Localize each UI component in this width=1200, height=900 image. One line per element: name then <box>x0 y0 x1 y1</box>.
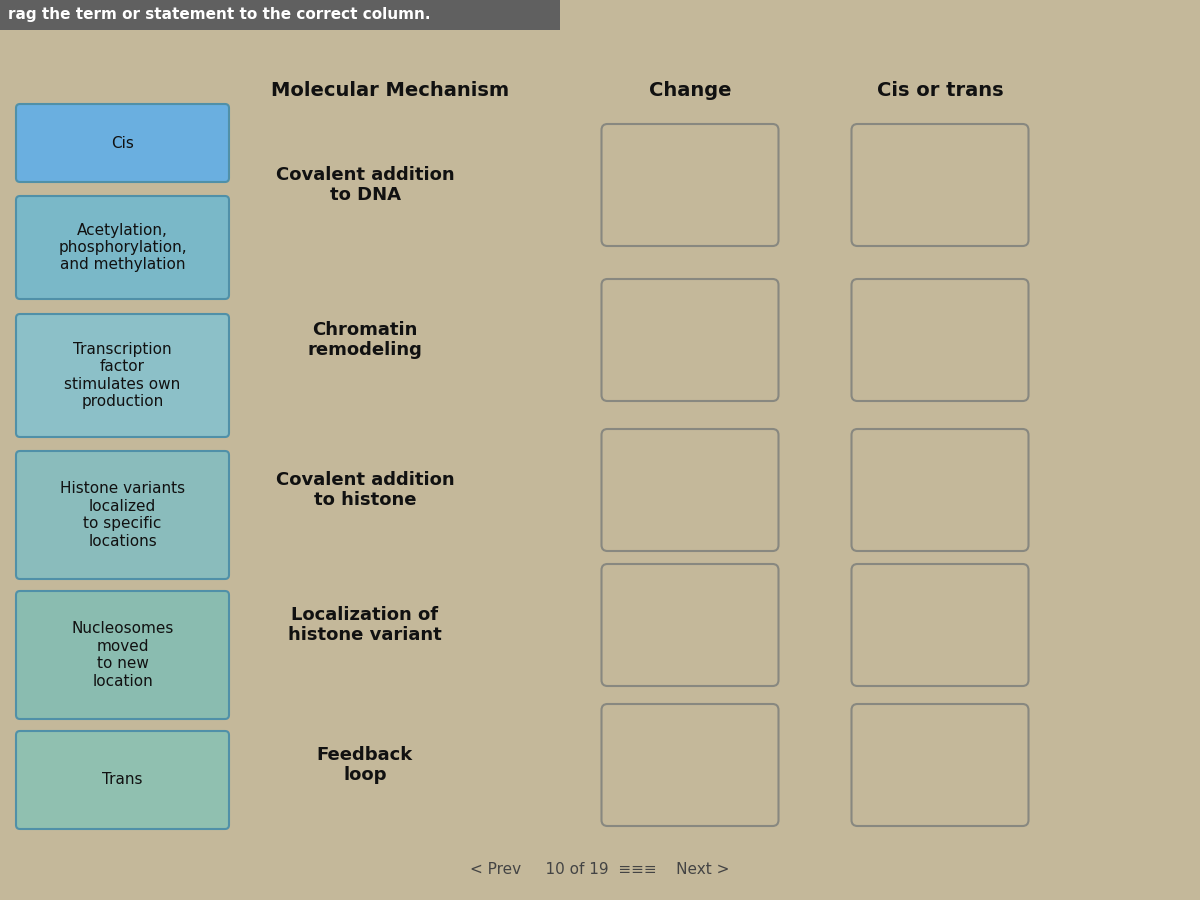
FancyBboxPatch shape <box>601 704 779 826</box>
FancyBboxPatch shape <box>16 451 229 579</box>
FancyBboxPatch shape <box>852 124 1028 246</box>
Text: Transcription
factor
stimulates own
production: Transcription factor stimulates own prod… <box>65 342 181 410</box>
FancyBboxPatch shape <box>601 124 779 246</box>
Text: Trans: Trans <box>102 772 143 788</box>
FancyBboxPatch shape <box>601 429 779 551</box>
Text: Chromatin
remodeling: Chromatin remodeling <box>307 320 422 359</box>
FancyBboxPatch shape <box>16 104 229 182</box>
Text: Acetylation,
phosphorylation,
and methylation: Acetylation, phosphorylation, and methyl… <box>58 222 187 273</box>
FancyBboxPatch shape <box>0 0 560 30</box>
Text: rag the term or statement to the correct column.: rag the term or statement to the correct… <box>8 7 431 22</box>
Text: Feedback
loop: Feedback loop <box>317 745 413 785</box>
FancyBboxPatch shape <box>601 564 779 686</box>
Text: Change: Change <box>649 80 731 100</box>
FancyBboxPatch shape <box>16 196 229 299</box>
FancyBboxPatch shape <box>852 564 1028 686</box>
Text: < Prev     10 of 19  ≡≡≡    Next >: < Prev 10 of 19 ≡≡≡ Next > <box>470 862 730 878</box>
FancyBboxPatch shape <box>852 279 1028 401</box>
FancyBboxPatch shape <box>852 429 1028 551</box>
Text: Localization of
histone variant: Localization of histone variant <box>288 606 442 644</box>
FancyBboxPatch shape <box>16 314 229 437</box>
Text: Nucleosomes
moved
to new
location: Nucleosomes moved to new location <box>71 621 174 688</box>
Text: Cis: Cis <box>112 136 134 150</box>
Text: Covalent addition
to DNA: Covalent addition to DNA <box>276 166 455 204</box>
FancyBboxPatch shape <box>852 704 1028 826</box>
Text: Histone variants
localized
to specific
locations: Histone variants localized to specific l… <box>60 482 185 549</box>
Text: Covalent addition
to histone: Covalent addition to histone <box>276 471 455 509</box>
FancyBboxPatch shape <box>16 731 229 829</box>
Text: Molecular Mechanism: Molecular Mechanism <box>271 80 509 100</box>
FancyBboxPatch shape <box>16 591 229 719</box>
Text: Cis or trans: Cis or trans <box>877 80 1003 100</box>
FancyBboxPatch shape <box>601 279 779 401</box>
